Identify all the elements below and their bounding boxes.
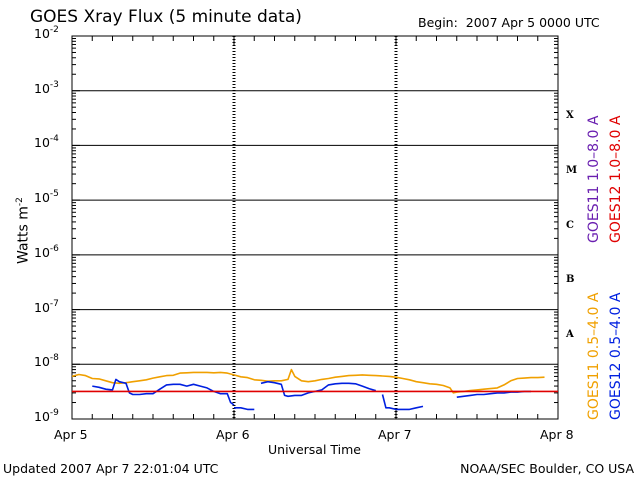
y-tick-label: 10-4 bbox=[34, 134, 59, 151]
flare-class-B: B bbox=[566, 274, 575, 286]
y-tick-label: 10-5 bbox=[34, 189, 59, 206]
y-axis-label-exponent: -2 bbox=[15, 197, 25, 207]
chart-title: GOES Xray Flux (5 minute data) bbox=[30, 7, 302, 27]
begin-timestamp: Begin: 2007 Apr 5 0000 UTC bbox=[418, 15, 600, 30]
y-tick-label: 10-7 bbox=[34, 298, 59, 315]
series-2-line-seg-5 bbox=[456, 390, 531, 398]
begin-value: 2007 Apr 5 0000 UTC bbox=[465, 15, 600, 30]
legend-entry: GOES11 0.5–4.0 A bbox=[586, 292, 602, 420]
flare-class-C: C bbox=[566, 219, 574, 231]
x-tick-label: Apr 5 bbox=[54, 427, 88, 442]
legend-entry: GOES12 0.5–4.0 A bbox=[608, 292, 624, 420]
y-tick-label: 10-3 bbox=[34, 79, 59, 96]
plot-frame bbox=[71, 35, 559, 420]
series-2-line-seg-4 bbox=[381, 394, 424, 411]
flare-class-A: A bbox=[566, 328, 574, 340]
series-2-line-seg-3 bbox=[260, 380, 377, 398]
y-tick-label: 10-2 bbox=[34, 25, 59, 42]
flare-class-X: X bbox=[566, 110, 574, 122]
flare-class-M: M bbox=[566, 164, 578, 176]
y-tick-label: 10-6 bbox=[34, 243, 59, 260]
legend-entry: GOES12 1.0–8.0 A bbox=[608, 115, 624, 243]
y-axis-label: Watts m-2 bbox=[15, 197, 32, 264]
y-tick-label: 10-8 bbox=[34, 353, 59, 370]
begin-label: Begin: bbox=[418, 15, 458, 30]
series-2-line-seg-2 bbox=[234, 406, 255, 411]
series-1-line bbox=[71, 368, 545, 394]
updated-timestamp: Updated 2007 Apr 7 22:01:04 UTC bbox=[3, 461, 219, 476]
legend-entry: GOES11 1.0–8.0 A bbox=[586, 115, 602, 243]
x-tick-label: Apr 6 bbox=[216, 427, 250, 442]
x-tick-label: Apr 8 bbox=[540, 427, 574, 442]
credit-text: NOAA/SEC Boulder, CO USA bbox=[460, 461, 634, 476]
y-tick-label: 10-9 bbox=[34, 408, 59, 425]
x-tick-label: Apr 7 bbox=[378, 427, 412, 442]
x-axis-label: Universal Time bbox=[268, 442, 361, 457]
y-axis-label-base: Watts m bbox=[15, 206, 32, 264]
